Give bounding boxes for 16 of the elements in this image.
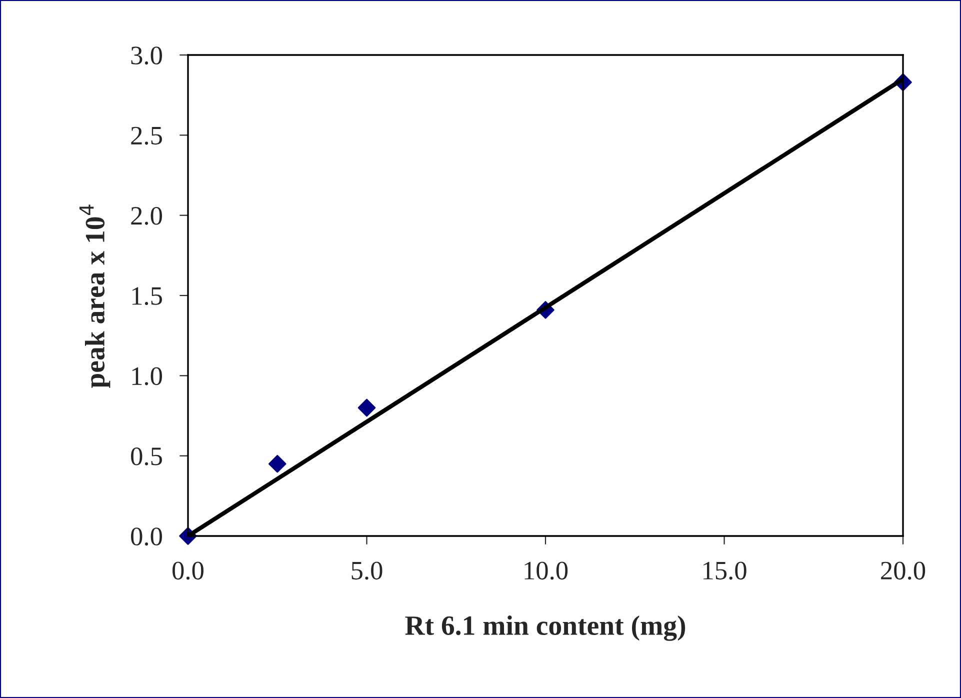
point bbox=[358, 398, 376, 417]
x-tick-label: 5.0 bbox=[352, 562, 382, 580]
x-tick-label: 10.0 bbox=[524, 562, 568, 580]
y-tick-label: 1.5 bbox=[132, 287, 162, 306]
y-tick-label: 1.0 bbox=[132, 367, 162, 386]
y-axis-title: peak area x 10$^{4}$ bbox=[79, 204, 110, 388]
x-axis-title: Rt 6.1 min content (mg) bbox=[405, 615, 686, 641]
y-tick-label: 2.5 bbox=[131, 126, 162, 145]
y-tick-label: 0.0 bbox=[131, 528, 162, 546]
y-tick-label: 0.5 bbox=[131, 447, 162, 466]
y-tick-label: 3.0 bbox=[131, 46, 162, 65]
y-tick-label: 2.0 bbox=[131, 206, 162, 225]
x-tick-label: 20.0 bbox=[881, 562, 926, 580]
x-tick-label: 15.0 bbox=[703, 562, 746, 580]
x-tick-label: 0.0 bbox=[172, 562, 204, 580]
point bbox=[268, 454, 286, 473]
